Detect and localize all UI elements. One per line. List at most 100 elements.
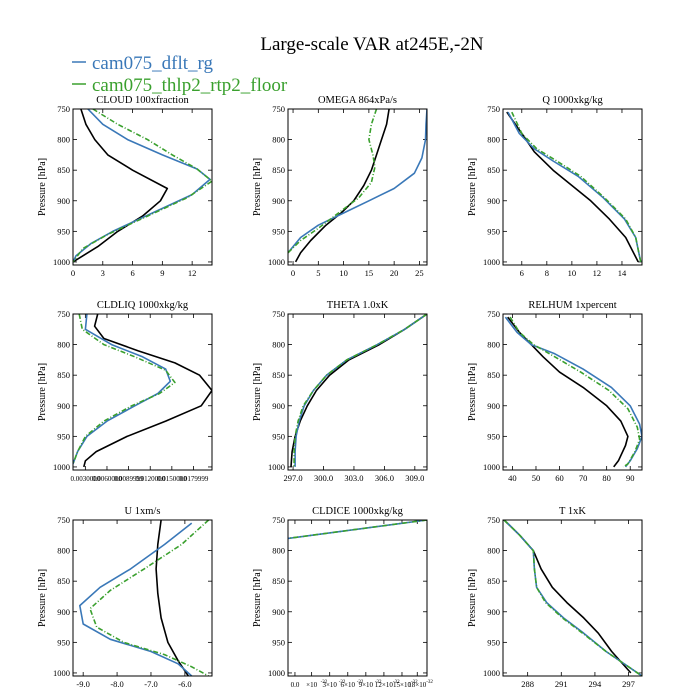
y-tick-label: 800 [487,340,500,350]
x-tick-exponent: -32 [393,680,400,685]
legend-label-floor: cam075_thlp2_rtp2_floor [92,75,288,96]
x-tick-label: 3 [101,268,105,278]
y-tick-label: 1000 [53,668,70,678]
x-tick-label: 6×10 [341,681,356,689]
panel-2: OMEGA 864xPa/s Pressure [hPa] 750 800 850 900… [252,95,428,278]
y-tick-label: 750 [57,515,70,525]
x-tick-label: 0.0120000 [135,475,165,483]
y-tick-label: 1000 [268,462,285,472]
y-tick-label: 800 [487,135,500,145]
x-tick-label: 9 [160,268,164,278]
x-tick-label: 288 [521,679,534,689]
y-tick-label: 900 [487,607,500,617]
x-tick-label: -7.0 [144,679,157,689]
y-tick-label: 1000 [268,668,285,678]
x-tick-label: 0.0150000 [157,475,187,483]
x-tick-label: -9.0 [76,679,89,689]
y-tick-label: 950 [272,431,285,441]
y-tick-label: 950 [487,637,500,647]
x-tick-label: -6.0 [178,679,191,689]
series-line-2 [504,316,642,468]
y-tick-label: 950 [487,226,500,236]
y-tick-label: 950 [57,226,70,236]
y-tick-label: 900 [272,607,285,617]
y-tick-label: 750 [57,309,70,319]
y-tick-label: 850 [57,165,70,175]
y-tick-label: 800 [272,340,285,350]
panel-9: T 1xK Pressure [hPa] 750 800 850 900 950 1000 28… [467,506,643,689]
x-tick-exponent: -32 [375,680,382,685]
y-tick-label: 800 [272,135,285,145]
x-tick-label: 80 [602,473,611,483]
y-tick-label: 1000 [53,462,70,472]
series-line-1 [506,111,639,263]
plot-frame [287,313,428,471]
series-line-1 [290,314,427,467]
y-tick-label: 900 [487,196,500,206]
x-tick-label: 0 [71,268,75,278]
x-tick-label: 6 [520,268,524,278]
y-tick-label: 800 [487,546,500,556]
plot-frame [287,519,428,677]
panel-7: U 1xm/s Pressure [hPa] 750 800 850 900 950 1000… [37,506,213,689]
plot-frame [72,519,213,677]
y-tick-label: 950 [57,431,70,441]
x-tick-label: 6 [130,268,134,278]
x-tick-label: 309.0 [405,473,424,483]
y-tick-label: 800 [57,546,70,556]
y-tick-label: 950 [272,226,285,236]
series-line-2 [288,109,427,254]
panel-title: THETA 1.0xK [327,300,389,311]
y-tick-label: 1000 [483,257,500,267]
series-line-1 [294,109,390,263]
y-tick-label: 900 [57,401,70,411]
panel-1: CLOUD 100xfraction Pressure [hPa] 750 800 85… [37,95,213,278]
y-tick-label: 850 [272,576,285,586]
panel-8: CLDICE 1000xkg/kg Pressure [hPa] 750 800 850… [252,506,433,689]
y-tick-label: 750 [272,104,285,114]
x-tick-label: 300.0 [314,473,333,483]
x-tick-label: 0.0179999 [179,475,209,483]
x-tick-label: 8 [545,268,549,278]
x-tick-label: 294 [589,679,603,689]
series-line-3 [503,520,642,676]
series-line-2 [73,314,172,465]
x-tick-label: 25 [415,268,424,278]
panel-3: Q 1000xkg/kg Pressure [hPa] 750 800 850 900 95… [467,95,643,278]
y-axis-label: Pressure [hPa] [467,158,478,216]
x-tick-label: 0 [291,268,295,278]
plot-frame [72,313,213,471]
panel-title: RELHUM 1xpercent [528,300,616,311]
y-tick-label: 900 [57,196,70,206]
y-tick-label: 850 [272,165,285,175]
y-tick-label: 850 [57,576,70,586]
x-tick-label: 12×10 [375,681,393,689]
x-tick-label: 70 [579,473,588,483]
x-tick-label: 0.0089999 [114,475,144,483]
y-axis-label: Pressure [hPa] [37,158,48,216]
panel-title: U 1xm/s [125,506,161,517]
panel-title: CLDLIQ 1000xkg/kg [97,300,189,311]
y-tick-label: 900 [487,401,500,411]
y-tick-label: 800 [57,135,70,145]
series-line-3 [511,111,642,263]
x-tick-label: 60 [555,473,564,483]
x-tick-label: 0.0 [291,681,300,689]
x-tick-label: 297 [622,679,635,689]
series-line-3 [288,109,378,254]
panel-title: T 1xK [559,506,586,517]
x-tick-label: 14 [618,268,627,278]
series-line-3 [73,109,212,263]
panel-6: RELHUM 1xpercent Pressure [hPa] 750 800 850 9… [467,300,643,483]
plot-frame [502,108,643,266]
x-tick-exponent: -32 [426,680,433,685]
x-tick-exponent: -32 [339,680,346,685]
series-line-2 [288,520,427,540]
y-tick-label: 850 [487,165,500,175]
panel-4: CLDLIQ 1000xkg/kg Pressure [hPa] 750 800 850… [37,300,213,483]
x-tick-label: 40 [508,473,517,483]
y-axis-label: Pressure [hPa] [467,569,478,627]
x-tick-label: 12 [188,268,197,278]
x-tick-label: 0.0060000 [92,475,122,483]
